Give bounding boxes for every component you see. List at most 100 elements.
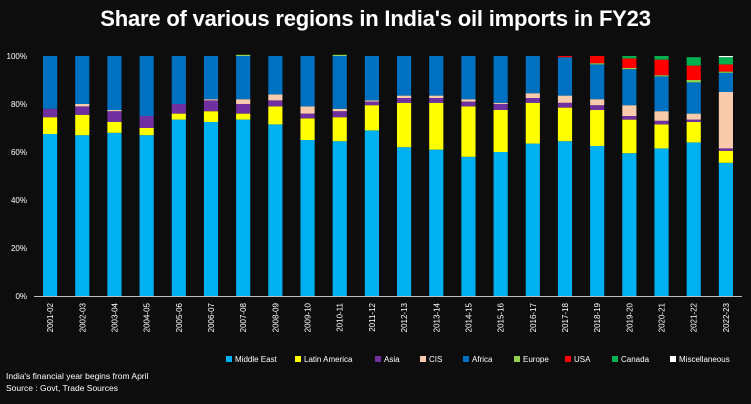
bar-segment-latin-america [43, 117, 58, 134]
bar-segment-africa [557, 57, 573, 96]
bar-segment-africa [300, 56, 315, 107]
bar-segment-africa [461, 56, 476, 100]
bar-segment-asia [718, 148, 733, 151]
bar-segment-asia [268, 100, 283, 107]
bar-segment-cis [107, 110, 122, 112]
x-tick-label: 2004-05 [143, 302, 152, 332]
bar-stack-2006-07 [203, 56, 219, 296]
bar-stack-2008-09 [268, 56, 283, 297]
bar-segment-asia [75, 106, 90, 115]
bar-stack-2010-11 [332, 54, 347, 296]
legend-swatch [612, 356, 618, 362]
bar-segment-africa [590, 64, 605, 100]
x-tick-label: 2020-21 [658, 302, 667, 332]
bar-segment-middle-east [622, 153, 637, 296]
bar-segment-europe [654, 75, 669, 77]
bar-segment-latin-america [397, 102, 412, 148]
bar-segment-latin-america [139, 128, 154, 136]
bar-segment-middle-east [686, 142, 701, 296]
bar-segment-africa [43, 56, 58, 109]
legend-swatch [226, 356, 232, 362]
bar-segment-latin-america [364, 105, 379, 131]
bar-segment-latin-america [268, 106, 283, 125]
legend-label: Miscellaneous [679, 355, 730, 364]
bar-stack-2007-08 [236, 54, 251, 296]
bar-segment-middle-east [718, 162, 733, 296]
x-tick-label: 2002-03 [78, 302, 87, 332]
x-tick-label: 2009-10 [304, 302, 313, 332]
bar-segment-africa [718, 72, 733, 92]
bar-segment-asia [429, 98, 444, 103]
bar-segment-africa [203, 56, 219, 100]
bar-segment-cis [718, 92, 733, 149]
bar-segment-asia [203, 100, 219, 112]
legend-item-africa: Africa [463, 355, 493, 364]
legend-swatch [565, 356, 571, 362]
bar-stack-2014-15 [461, 56, 476, 296]
legend-label: CIS [429, 355, 442, 364]
x-tick-label: 2005-06 [175, 302, 184, 332]
bar-segment-miscellaneous [718, 56, 733, 58]
bar-segment-middle-east [171, 119, 186, 296]
bar-segment-middle-east [300, 140, 315, 296]
bar-segment-middle-east [493, 152, 508, 296]
bar-segment-africa [493, 56, 508, 103]
bar-stack-2021-22 [686, 57, 701, 296]
bar-segment-africa [525, 56, 540, 94]
bar-segment-asia [397, 98, 412, 103]
bar-segment-latin-america [493, 110, 508, 152]
bar-segment-asia [461, 101, 476, 107]
bar-segment-cis [493, 102, 508, 104]
bar-segment-asia [654, 120, 669, 125]
bar-segment-middle-east [107, 132, 122, 296]
bar-segment-cis [236, 99, 251, 104]
bar-stack-2002-03 [75, 56, 90, 296]
bar-segment-latin-america [654, 124, 669, 149]
bar-segment-middle-east [332, 141, 347, 296]
bar-segment-latin-america [332, 117, 347, 142]
x-tick-label: 2021-22 [690, 302, 699, 332]
legend-swatch [514, 356, 520, 362]
x-tick-label: 2010-11 [336, 302, 345, 331]
bar-stack-2003-04 [107, 56, 122, 296]
bar-segment-africa [622, 69, 637, 106]
bar-segment-cis [75, 104, 90, 107]
bar-segment-latin-america [203, 111, 219, 122]
bar-stack-2017-18 [557, 56, 573, 296]
bar-segment-cis [590, 99, 605, 106]
legend-label: Asia [384, 355, 400, 364]
bar-segment-asia [236, 104, 251, 114]
legend-label: Middle East [235, 355, 278, 364]
x-tick-label: 2007-08 [239, 302, 248, 332]
bar-segment-middle-east [461, 156, 476, 296]
bar-segment-canada [654, 56, 669, 60]
y-tick-label: 40% [11, 196, 27, 205]
bar-segment-cis [268, 94, 283, 101]
bar-stack-2012-13 [397, 56, 412, 296]
bar-segment-asia [590, 105, 605, 110]
bar-segment-africa [332, 56, 347, 109]
bar-segment-asia [300, 113, 315, 119]
legend-label: Latin America [304, 355, 353, 364]
bar-segment-europe [622, 68, 637, 70]
bar-segment-cis [397, 95, 412, 98]
bar-segment-latin-america [75, 114, 90, 136]
bar-segment-africa [107, 56, 122, 110]
x-tick-label: 2006-07 [207, 302, 216, 332]
x-tick-label: 2017-18 [561, 302, 570, 332]
bar-segment-asia [171, 104, 186, 114]
bar-segment-africa [397, 56, 412, 96]
bar-segment-europe [686, 80, 701, 83]
bar-segment-latin-america [686, 122, 701, 143]
bar-segment-usa [590, 56, 605, 64]
footnote-fy: India's financial year begins from April [6, 371, 149, 381]
x-tick-label: 2016-17 [529, 302, 538, 332]
bar-segment-africa [171, 56, 186, 104]
legend-swatch [670, 356, 676, 362]
bar-segment-middle-east [557, 141, 573, 296]
bar-stack-2019-20 [622, 56, 637, 296]
bar-segment-asia [686, 119, 701, 122]
bar-segment-africa [429, 56, 444, 96]
legend-label: Europe [523, 355, 549, 364]
bar-segment-cis [300, 106, 315, 114]
